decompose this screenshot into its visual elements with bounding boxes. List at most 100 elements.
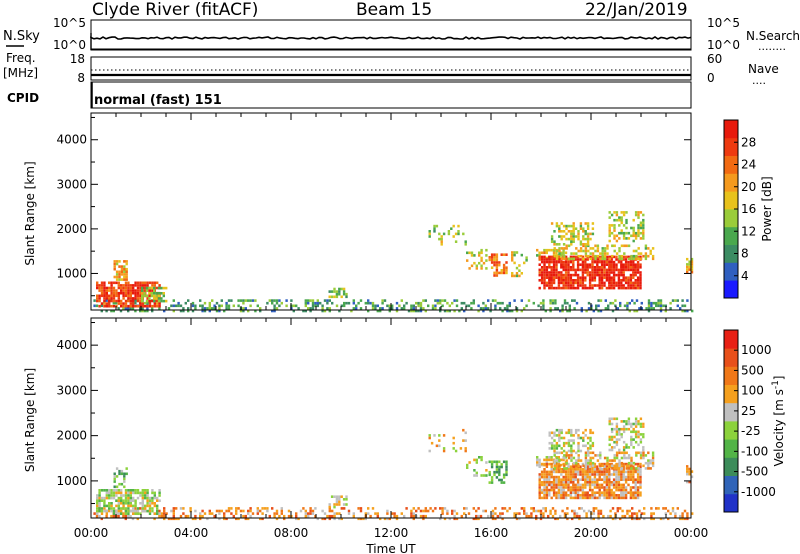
range-gate-cell: [647, 459, 650, 462]
range-gate-cell: [593, 470, 597, 474]
range-gate-cell: [518, 512, 521, 515]
range-gate-cell: [333, 514, 336, 518]
range-gate-cell: [560, 281, 563, 285]
range-gate-cell: [581, 486, 585, 489]
range-gate-cell: [422, 299, 425, 302]
range-gate-cell: [591, 273, 594, 277]
range-gate-cell: [579, 436, 583, 440]
range-gate-cell: [605, 258, 609, 261]
range-gate-cell: [141, 297, 144, 300]
range-gate-cell: [610, 491, 613, 494]
range-gate-cell: [464, 431, 467, 435]
range-gate-cell: [550, 260, 553, 264]
range-gate-cell: [141, 491, 144, 495]
range-gate-cell: [683, 509, 687, 513]
range-gate-cell: [156, 512, 159, 515]
range-gate-cell: [549, 309, 552, 313]
range-gate-cell: [371, 301, 375, 305]
range-gate-cell: [573, 307, 576, 310]
range-gate-cell: [603, 473, 606, 476]
range-gate-cell: [650, 507, 653, 510]
range-gate-cell: [475, 267, 478, 270]
range-gate-cell: [618, 231, 621, 235]
range-gate-cell: [442, 232, 446, 236]
range-gate-cell: [555, 451, 559, 455]
range-gate-cell: [627, 281, 630, 285]
range-gate-cell: [581, 478, 585, 481]
range-gate-cell: [609, 514, 612, 518]
range-gate-cell: [285, 304, 288, 308]
range-gate-cell: [244, 514, 247, 518]
range-gate-cell: [588, 286, 592, 290]
range-gate-cell: [98, 494, 101, 497]
range-gate-cell: [615, 258, 618, 261]
range-gate-cell: [473, 458, 476, 462]
range-gate-cell: [550, 240, 554, 243]
range-gate-cell: [632, 465, 635, 468]
range-gate-cell: [607, 514, 610, 518]
range-gate-cell: [552, 481, 556, 484]
range-gate-cell: [586, 475, 589, 479]
range-gate-cell: [599, 467, 602, 470]
range-gate-cell: [603, 456, 607, 460]
range-gate-cell: [480, 256, 483, 260]
range-gate-cell: [642, 446, 645, 449]
range-gate-cell: [124, 289, 128, 292]
range-gate-cell: [302, 309, 305, 313]
range-gate-cell: [412, 517, 415, 521]
range-gate-cell: [584, 491, 587, 494]
range-gate-cell: [538, 496, 541, 500]
range-gate-cell: [538, 465, 541, 468]
range-gate-cell: [454, 232, 458, 236]
colorbar-swatch: [724, 244, 738, 263]
range-gate-cell: [543, 470, 546, 474]
range-gate-cell: [120, 273, 124, 276]
range-gate-cell: [586, 243, 590, 246]
range-gate-cell: [555, 441, 559, 445]
range-gate-cell: [117, 489, 120, 492]
range-gate-cell: [112, 507, 116, 510]
range-gate-cell: [364, 517, 367, 521]
range-gate-cell: [581, 286, 585, 290]
range-gate-cell: [160, 292, 163, 295]
range-gate-cell: [560, 463, 563, 467]
range-gate-cell: [688, 480, 691, 484]
range-gate-cell: [419, 514, 423, 518]
range-gate-cell: [639, 231, 643, 235]
range-gate-cell: [624, 470, 628, 474]
range-gate-cell: [601, 247, 604, 250]
range-gate-cell: [610, 263, 613, 266]
freq-label: Freq.: [6, 51, 36, 65]
range-gate-cell: [558, 439, 561, 442]
range-gate-cell: [578, 517, 581, 521]
range-gate-cell: [352, 301, 355, 305]
range-gate-cell: [470, 254, 474, 257]
range-gate-cell: [480, 474, 483, 477]
range-gate-cell: [572, 224, 575, 228]
range-gate-cell: [499, 307, 502, 310]
range-gate-cell: [422, 307, 425, 310]
range-gate-cell: [596, 465, 599, 468]
range-gate-cell: [335, 498, 339, 501]
range-gate-cell: [501, 301, 504, 305]
range-gate-cell: [491, 509, 495, 513]
range-gate-cell: [636, 465, 640, 468]
range-gate-cell: [627, 454, 631, 457]
range-gate-cell: [611, 517, 615, 521]
range-gate-cell: [606, 244, 609, 248]
range-gate-cell: [564, 456, 568, 459]
range-gate-cell: [615, 427, 619, 431]
range-gate-cell: [552, 248, 556, 252]
range-gate-cell: [605, 488, 609, 492]
range-gate-cell: [615, 252, 619, 255]
range-gate-cell: [141, 281, 144, 285]
range-gate-cell: [136, 284, 140, 287]
range-gate-cell: [96, 509, 99, 513]
range-gate-cell: [605, 473, 609, 476]
range-gate-cell: [132, 512, 135, 515]
range-gate-cell: [259, 309, 262, 313]
range-gate-cell: [175, 517, 178, 521]
range-gate-cell: [460, 301, 463, 305]
range-gate-cell: [567, 486, 570, 489]
range-gate-cell: [170, 509, 173, 513]
